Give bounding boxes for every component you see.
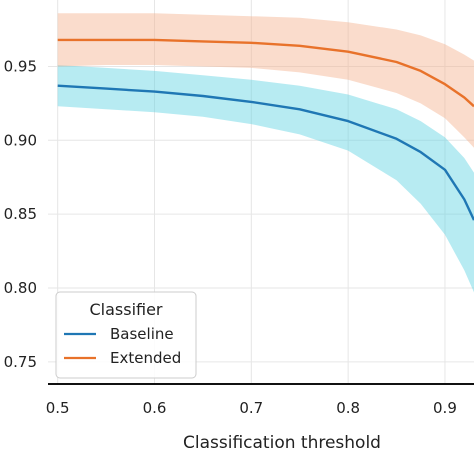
- y-tick-label: 0.75: [4, 353, 37, 371]
- y-tick-label: 0.80: [4, 279, 37, 297]
- x-tick-label: 0.7: [239, 399, 263, 417]
- legend-label-baseline: Baseline: [110, 325, 174, 343]
- y-tick-label: 0.85: [4, 205, 37, 223]
- x-tick-label: 0.6: [143, 399, 167, 417]
- confidence-bands: [57, 13, 474, 293]
- series-line-baseline: [57, 84, 474, 221]
- confidence-band-extended: [57, 13, 474, 148]
- confidence-band-baseline: [57, 65, 474, 293]
- x-tick-label: 0.9: [433, 399, 457, 417]
- series-line-extended: [57, 38, 474, 108]
- x-tick-labels: 0.5 0.6 0.7 0.8 0.9: [46, 399, 457, 417]
- y-tick-label: 0.95: [4, 57, 37, 75]
- y-tick-labels: 0.75 0.80 0.85 0.90 0.95: [4, 57, 37, 370]
- legend-title: Classifier: [89, 300, 162, 319]
- x-tick-label: 0.8: [336, 399, 360, 417]
- x-axis-title: Classification threshold: [183, 433, 381, 453]
- series-lines: [57, 38, 474, 221]
- x-tick-label: 0.5: [46, 399, 70, 417]
- legend: Classifier Baseline Extended: [55, 291, 197, 379]
- legend-box: [55, 291, 197, 379]
- y-tick-label: 0.90: [4, 131, 37, 149]
- legend-label-extended: Extended: [110, 349, 181, 367]
